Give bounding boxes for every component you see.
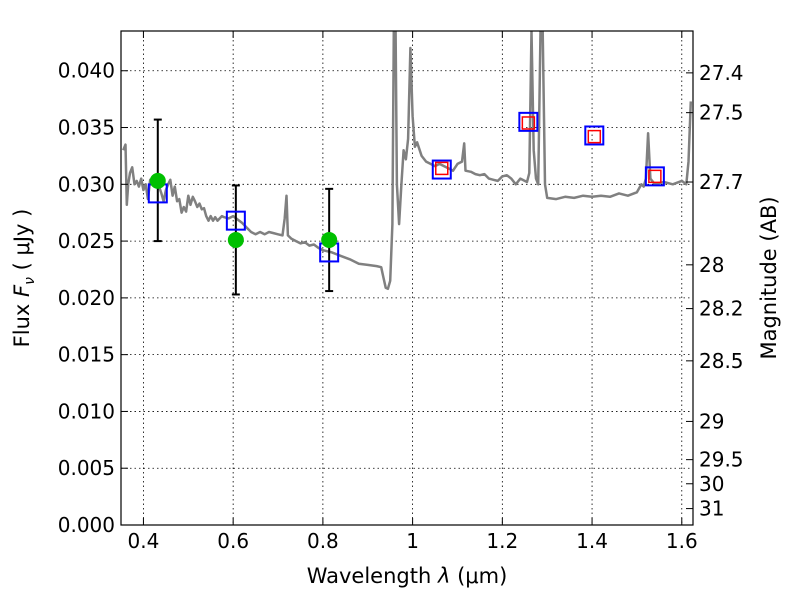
x-tick-label: 0.8 (307, 529, 339, 553)
y2-tick-label: 27.4 (699, 61, 744, 85)
x-tick-label: 1.2 (486, 529, 518, 553)
y2-tick-label: 29.5 (699, 448, 744, 472)
y2-tick-label: 31 (699, 497, 724, 521)
photometry-point (321, 231, 338, 248)
y-axis-label: Flux Fν ( μJy ) (10, 209, 38, 348)
y2-tick-label: 29 (699, 409, 724, 433)
y-tick-label: 0.005 (58, 456, 115, 480)
blue-square-marker (584, 125, 605, 146)
y-tick-label: 0.000 (58, 513, 115, 537)
plot-frame (120, 30, 694, 526)
photometry-point (149, 172, 166, 189)
red-square-marker (435, 161, 449, 176)
red-square-marker (587, 129, 602, 144)
x-tick-label: 1.6 (666, 529, 698, 553)
y2-tick-label: 27.5 (699, 101, 744, 125)
y-tick-label: 0.030 (58, 172, 115, 196)
y-tick-label: 0.015 (58, 343, 115, 367)
y2-tick-label: 30 (699, 472, 724, 496)
red-square-marker (521, 116, 536, 130)
red-square-marker (648, 169, 662, 184)
y-tick-label: 0.035 (58, 116, 115, 140)
y-tick-label: 0.025 (58, 229, 115, 253)
blue-square-marker (644, 166, 665, 187)
y-tick-label: 0.040 (58, 59, 115, 83)
x-axis-label: Wavelength λ (μm) (307, 564, 508, 588)
y2-axis-label: Magnitude (AB) (757, 196, 781, 359)
x-tick-label: 0.6 (217, 529, 249, 553)
y2-tick-label: 27.7 (699, 170, 744, 194)
plot-area (122, 31, 693, 296)
blue-square-marker (225, 210, 246, 231)
x-tick-label: 0.4 (128, 529, 160, 553)
photometry-point (227, 231, 244, 248)
blue-square-marker (431, 159, 452, 180)
y2-tick-label: 28.2 (699, 297, 744, 321)
spectrum-line (122, 31, 693, 291)
y-tick-label: 0.020 (58, 286, 115, 310)
x-tick-label: 1 (406, 529, 419, 553)
y-tick-label: 0.010 (58, 399, 115, 423)
y2-tick-label: 28.5 (699, 349, 744, 373)
axes-ticks: 0.4 0.6 0.8 1 1.2 1.4 1.6 0.000 0.005 0.010 0.015 0… (58, 31, 744, 553)
y2-tick-label: 28 (699, 253, 724, 277)
blue-square-marker (518, 111, 539, 132)
x-tick-label: 1.4 (576, 529, 608, 553)
